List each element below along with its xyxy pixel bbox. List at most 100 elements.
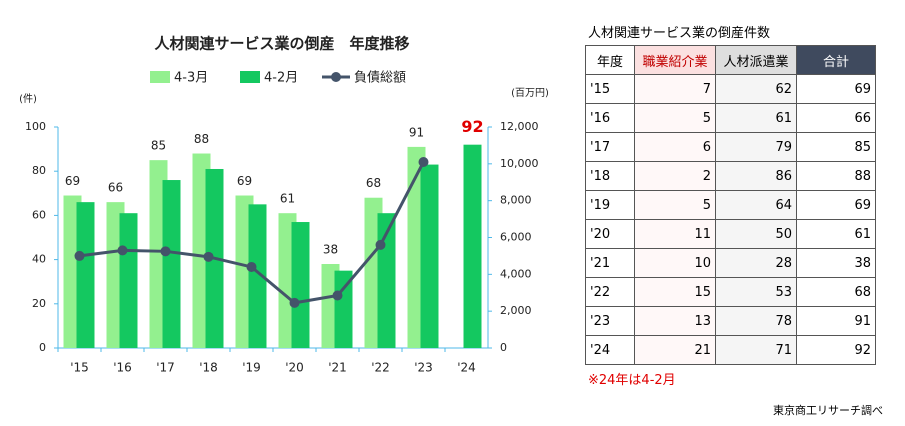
- table-header-cell: 年度: [585, 45, 635, 75]
- table-row: '17 6 79 85: [585, 132, 876, 162]
- table-header-cell: 合計: [796, 45, 876, 75]
- table-cell: 91: [796, 306, 876, 336]
- table-cell: '23: [585, 306, 635, 336]
- data-label: 85: [151, 139, 166, 153]
- data-label: 38: [323, 243, 338, 257]
- table-cell: 69: [796, 190, 876, 220]
- data-label: 91: [409, 125, 424, 139]
- table-cell: 5: [634, 190, 716, 220]
- x-tick-label: '18: [199, 361, 218, 375]
- table-row: '16 5 61 66: [585, 103, 876, 133]
- x-tick-label: '22: [371, 361, 390, 375]
- table-cell: 28: [715, 248, 797, 278]
- chart-title: 人材関連サービス業の倒産 年度推移: [154, 35, 409, 53]
- table-cell: 6: [634, 132, 716, 162]
- table-cell: 71: [715, 335, 797, 365]
- chart: 人材関連サービス業の倒産 年度推移 (件) (百万円) 0 20 40 60 80 100…: [19, 35, 549, 375]
- y2-tick-label: 2,000: [500, 304, 532, 317]
- bar: [119, 213, 138, 348]
- data-label: 69: [237, 174, 252, 188]
- table-row: '18 2 86 88: [585, 161, 876, 191]
- table-header-cell: 人材派遣業: [715, 45, 797, 75]
- table-title: 人材関連サービス業の倒産件数: [588, 26, 771, 41]
- table: 年度 職業紹介業 人材派遣業 合計 '15 7 62 69'16 5 61 66'17 6 79 85'1…: [585, 45, 876, 365]
- table-cell: 79: [715, 132, 797, 162]
- table-cell: 15: [634, 277, 716, 307]
- legend-swatch: [150, 71, 170, 83]
- table-cell: 13: [634, 306, 716, 336]
- table-cell: 61: [796, 219, 876, 249]
- bar: [291, 222, 310, 348]
- table-row: '19 5 64 69: [585, 190, 876, 220]
- line-marker: [375, 239, 386, 250]
- table-cell: 64: [715, 190, 797, 220]
- y-tick-label: 60: [32, 208, 46, 221]
- legend-swatch: [331, 72, 341, 82]
- y-tick-label: 20: [32, 297, 46, 310]
- bar: [248, 204, 267, 348]
- table-cell: '17: [585, 132, 635, 162]
- y-tick-label: 100: [25, 120, 46, 133]
- table-row: '22 15 53 68: [585, 277, 876, 307]
- table-cell: '19: [585, 190, 635, 220]
- bar: [162, 180, 181, 348]
- line-marker: [160, 246, 171, 257]
- line-marker: [289, 297, 300, 308]
- x-tick-label: '19: [242, 361, 261, 375]
- y-unit: (件): [19, 93, 37, 105]
- bar: [420, 164, 439, 348]
- table-row: '20 11 50 61: [585, 219, 876, 249]
- table-cell: '24: [585, 335, 635, 365]
- table-cell: 61: [715, 103, 797, 133]
- legend-label: 負債総額: [354, 71, 406, 86]
- y2-tick-label: 12,000: [500, 120, 539, 133]
- table-cell: 85: [796, 132, 876, 162]
- table-cell: 62: [715, 74, 797, 104]
- bar: [76, 202, 95, 348]
- table-cell: 69: [796, 74, 876, 104]
- x-tick-label: '20: [285, 361, 304, 375]
- y2-tick-label: 10,000: [500, 157, 539, 170]
- line-marker: [246, 261, 257, 272]
- table-row: '23 13 78 91: [585, 306, 876, 336]
- table-header-cell: 職業紹介業: [634, 45, 716, 75]
- y2-tick-label: 6,000: [500, 231, 532, 244]
- table-cell: 38: [796, 248, 876, 278]
- table-cell: 66: [796, 103, 876, 133]
- table-cell: '21: [585, 248, 635, 278]
- x-tick-label: '17: [156, 361, 175, 375]
- table-cell: 92: [796, 335, 876, 365]
- table-cell: 68: [796, 277, 876, 307]
- data-label: 88: [194, 132, 209, 146]
- data-label: 68: [366, 176, 381, 190]
- legend-label: 4-3月: [174, 71, 208, 86]
- y2-tick-label: 0: [500, 341, 507, 354]
- data-label: 92: [461, 117, 483, 136]
- line-marker: [117, 245, 128, 256]
- table-cell: '22: [585, 277, 635, 307]
- x-tick-label: '23: [414, 361, 433, 375]
- table-header-row: 年度 職業紹介業 人材派遣業 合計: [585, 45, 876, 75]
- line-marker: [332, 290, 343, 301]
- table-cell: 78: [715, 306, 797, 336]
- data-label: 69: [65, 174, 80, 188]
- table-cell: 86: [715, 161, 797, 191]
- data-label: 61: [280, 192, 295, 206]
- legend-swatch: [240, 71, 260, 83]
- table-row: '15 7 62 69: [585, 74, 876, 104]
- bar: [334, 270, 353, 348]
- table-cell: '15: [585, 74, 635, 104]
- legend-label: 4-2月: [264, 71, 298, 86]
- y-tick-label: 80: [32, 164, 46, 177]
- table-cell: 53: [715, 277, 797, 307]
- x-tick-label: '24: [457, 361, 476, 375]
- table-cell: 50: [715, 219, 797, 249]
- table-cell: '20: [585, 219, 635, 249]
- table-cell: 11: [634, 219, 716, 249]
- y-tick-label: 40: [32, 253, 46, 266]
- y-tick-label: 0: [39, 341, 46, 354]
- x-tick-label: '15: [70, 361, 89, 375]
- line-marker: [418, 156, 429, 167]
- table-row: '24 21 71 92: [585, 335, 876, 365]
